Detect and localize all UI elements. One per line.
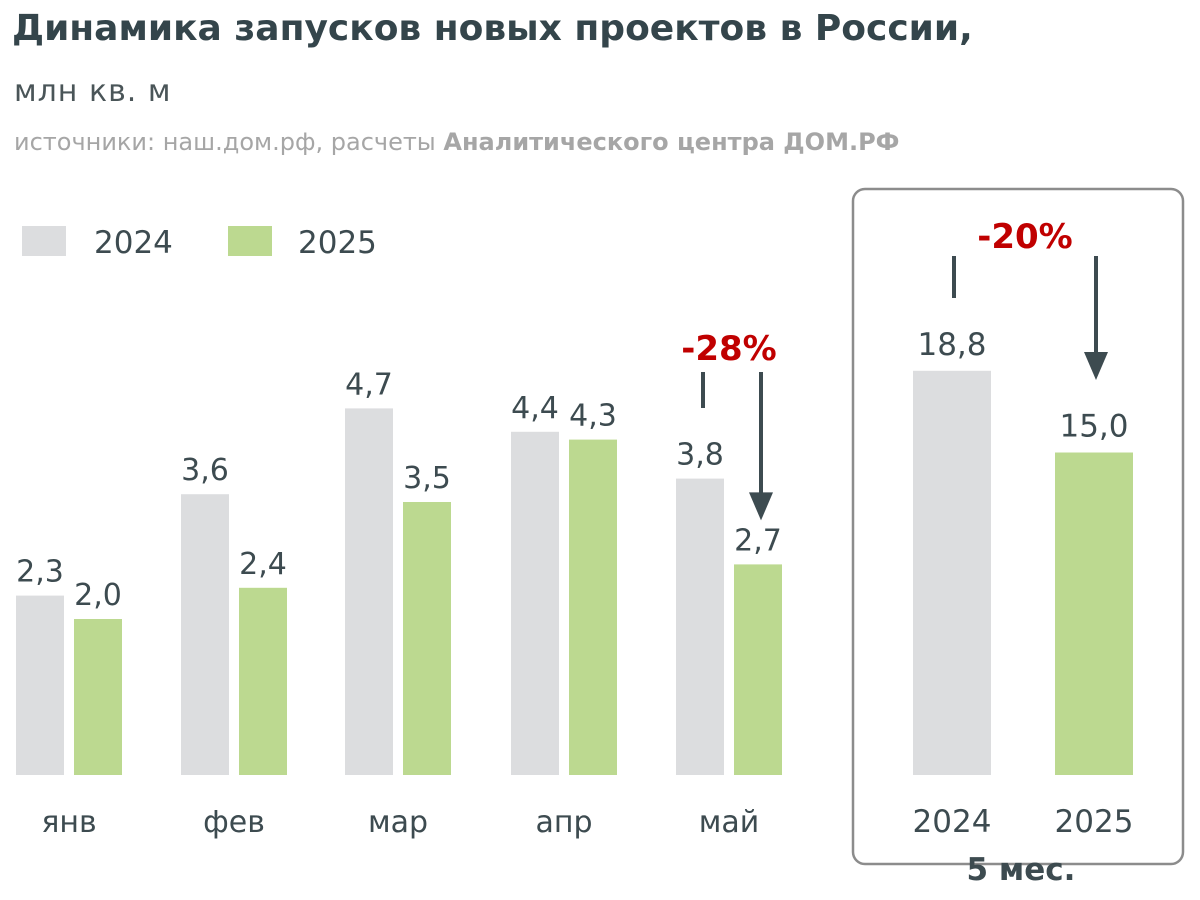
source-prefix: источники: наш.дом.рф, расчеты [14,128,444,156]
legend-label-2025: 2025 [298,225,377,261]
bar-value-label: 2,0 [74,578,122,613]
bar-value-label: 4,3 [569,399,617,434]
total-value-label: 15,0 [1059,409,1128,445]
bar-value-label: 3,8 [676,438,724,473]
bar-2024-фев [181,494,229,775]
bar-2025-фев [239,587,287,775]
legend-label-2024: 2024 [94,225,173,261]
bar-value-label: 3,5 [403,461,451,496]
bar-2025-мар [403,502,451,775]
bar-value-label: 4,7 [345,367,393,402]
x-tick-label: янв [41,805,96,840]
bar-2025-май [734,564,782,775]
arrow-head-icon [749,492,773,521]
total-bar-2024 [913,370,991,775]
chart-subtitle: млн кв. м [14,74,172,109]
total-value-label: 18,8 [917,327,986,363]
bar-2024-мар [345,408,393,775]
x-tick-label: фев [203,805,265,840]
bar-value-label: 2,4 [239,547,287,582]
total-x-tick-label: 2024 [913,804,992,840]
legend-swatch-2024 [22,226,66,256]
bar-2024-янв [16,595,64,775]
chart-source: источники: наш.дом.рф, расчеты Аналитиче… [14,128,899,156]
bar-2025-янв [74,619,122,775]
arrow-head-icon [1084,352,1108,380]
source-bold: Аналитического центра ДОМ.РФ [443,128,900,156]
bar-value-label: 2,7 [734,523,782,558]
total-x-tick-label: 2025 [1055,804,1134,840]
annotation-total-change: -20% [977,217,1073,257]
bar-value-label: 2,3 [16,555,64,590]
annotation-may-change: -28% [681,329,777,369]
totals-panel-frame [851,187,1185,866]
chart-title: Динамика запусков новых проектов в Росси… [12,8,973,49]
x-tick-label: май [699,805,760,840]
x-tick-label: апр [535,805,592,840]
total-bar-2025 [1055,452,1133,775]
bar-2025-апр [569,439,617,775]
x-tick-label: мар [368,805,428,840]
legend-swatch-2025 [228,226,272,256]
totals-xlabel: 5 мес. [967,852,1076,888]
bar-2024-май [676,478,724,775]
bar-value-label: 3,6 [181,453,229,488]
bar-2024-апр [511,431,559,775]
bar-value-label: 4,4 [511,391,559,426]
